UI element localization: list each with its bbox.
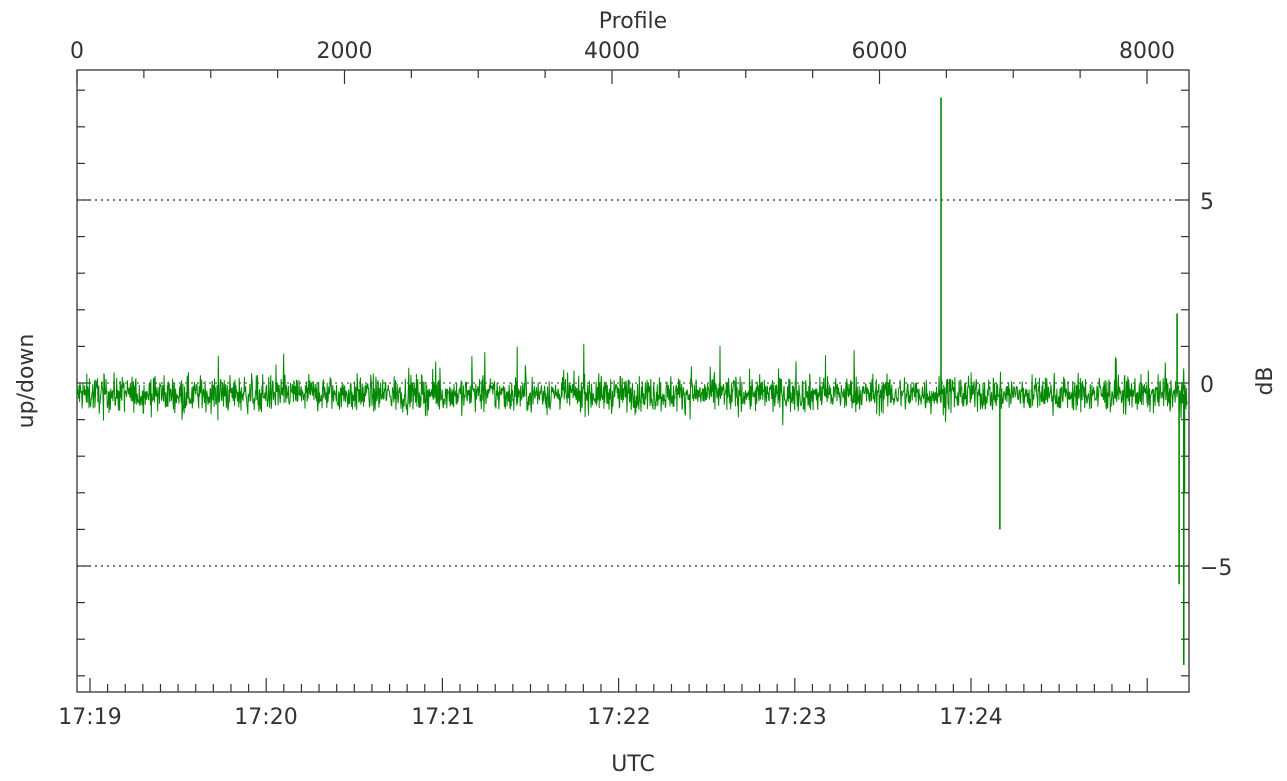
x2-tick-label: 0 xyxy=(70,39,84,64)
tick-labels: 17:19 17:20 17:21 17:22 17:23 17:24 0 2000 4000 6… xyxy=(58,39,1232,730)
x-axis-title: UTC xyxy=(611,752,655,777)
y2-axis-title: dB xyxy=(1253,366,1278,395)
x-tick-label: 17:19 xyxy=(58,705,121,730)
x2-tick-label: 2000 xyxy=(317,39,373,64)
series-layer xyxy=(76,97,1188,665)
y2-tick-label: 0 xyxy=(1200,373,1214,398)
x-tick-label: 17:20 xyxy=(234,705,297,730)
axis-ticks xyxy=(76,70,1189,692)
x2-tick-label: 4000 xyxy=(584,39,640,64)
y2-tick-label: 5 xyxy=(1200,190,1214,215)
x-tick-label: 17:24 xyxy=(939,705,1002,730)
series-line xyxy=(76,343,1188,426)
x2-tick-label: 6000 xyxy=(852,39,908,64)
plot-frame xyxy=(76,69,1190,693)
x2-tick-label: 8000 xyxy=(1119,39,1175,64)
x-tick-label: 17:23 xyxy=(763,705,826,730)
y2-tick-label: −5 xyxy=(1200,556,1232,581)
x-tick-label: 17:22 xyxy=(587,705,650,730)
x2-axis-title: Profile xyxy=(599,9,667,34)
x-tick-label: 17:21 xyxy=(411,705,474,730)
y-axis-title: up/down xyxy=(14,334,39,429)
